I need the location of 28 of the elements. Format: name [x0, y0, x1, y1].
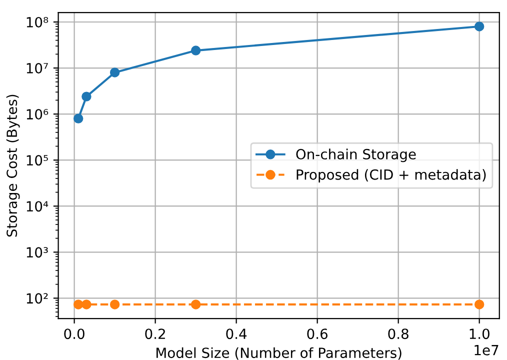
x-axis-title: Model Size (Number of Parameters) — [156, 347, 402, 360]
y-tick-label: 10³ — [26, 247, 48, 258]
y-axis-title: Storage Cost (Bytes) — [6, 94, 20, 237]
point — [190, 300, 201, 310]
point — [474, 300, 484, 310]
y-tick-label: 10⁸ — [26, 16, 48, 28]
point — [82, 300, 92, 310]
x-tick-label: 1.0 — [470, 328, 490, 340]
legend-label: On-chain Storage — [296, 148, 416, 162]
y-tick-label: 10² — [26, 293, 48, 304]
point — [82, 92, 92, 102]
y-tick-label: 10⁵ — [26, 155, 48, 166]
point — [73, 114, 84, 124]
x-tick-label: 0.4 — [226, 328, 247, 340]
point — [474, 22, 484, 32]
point — [110, 300, 120, 310]
y-tick-label: 10⁶ — [26, 109, 48, 120]
x-tick-label: 0.2 — [145, 328, 165, 340]
x-tick-label: 0.6 — [307, 328, 328, 340]
legend-label: Proposed (CID + metadata) — [296, 169, 486, 183]
x-tick-label: 0.8 — [388, 328, 408, 340]
point — [73, 300, 84, 310]
y-tick-label: 10⁷ — [26, 62, 48, 74]
point — [190, 46, 201, 56]
text: 1e7 — [474, 345, 498, 356]
x-tick-label: 0.0 — [64, 328, 84, 340]
y-tick-label: 10⁴ — [26, 201, 48, 212]
point — [110, 68, 120, 78]
